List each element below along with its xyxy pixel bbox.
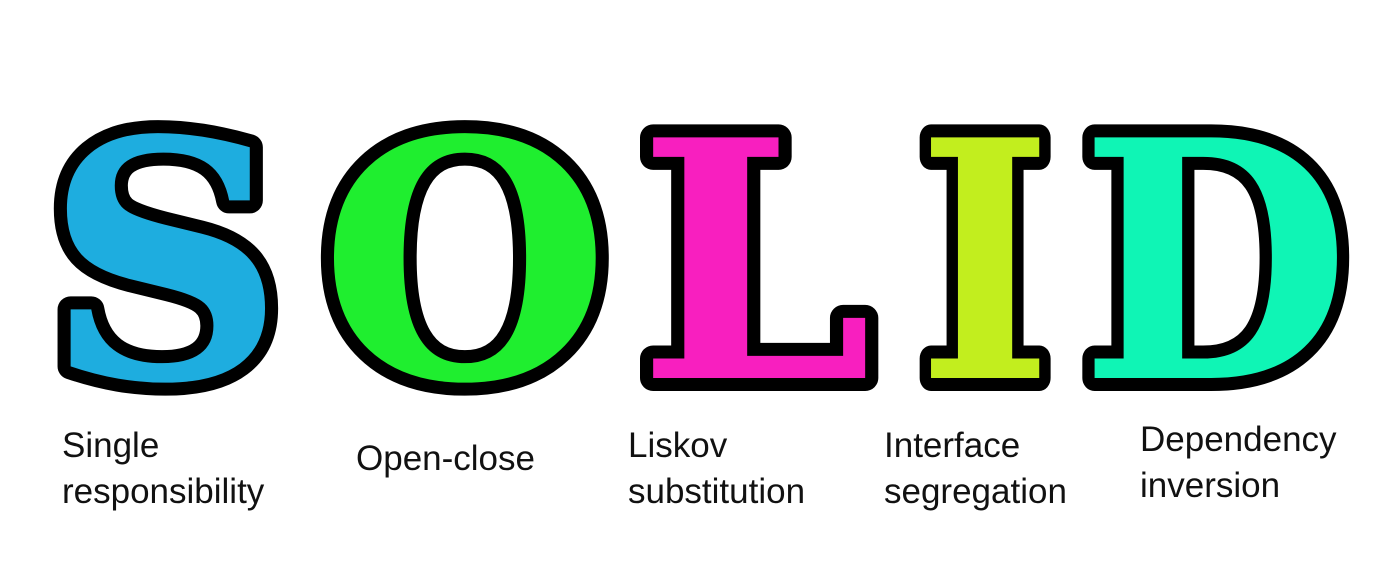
caption-line: segregation <box>884 472 1067 511</box>
caption-line: Liskov <box>628 426 728 465</box>
letter-s: S <box>45 68 285 420</box>
letter-i: I <box>918 68 1053 420</box>
caption-line: responsibility <box>62 472 265 511</box>
letter-l: L <box>638 68 873 420</box>
solid-acronym: S O L I D <box>32 55 1363 420</box>
caption-single-responsibility: Single responsibility <box>62 423 264 515</box>
caption-line: substitution <box>628 472 806 511</box>
caption-line: inversion <box>1140 466 1281 505</box>
caption-dependency-inversion: Dependency inversion <box>1140 417 1337 509</box>
caption-liskov-substitution: Liskov substitution <box>628 423 805 515</box>
caption-line: Single <box>62 426 160 465</box>
caption-interface-segregation: Interface segregation <box>884 423 1067 515</box>
letter-d: D <box>1080 68 1350 420</box>
caption-open-close: Open-close <box>356 436 535 482</box>
caption-line: Interface <box>884 426 1021 465</box>
caption-line: Dependency <box>1140 420 1337 459</box>
caption-line: Open-close <box>356 439 535 478</box>
letter-o: O <box>320 68 610 420</box>
